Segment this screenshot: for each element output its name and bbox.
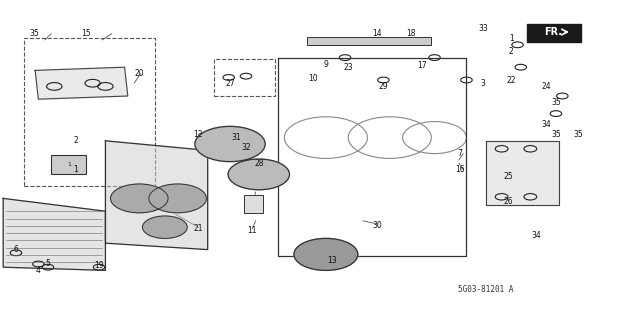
Text: 23: 23	[343, 63, 353, 72]
Bar	[244, 195, 263, 213]
Text: 7: 7	[458, 149, 463, 158]
Text: 35: 35	[551, 130, 561, 139]
Text: 22: 22	[507, 76, 516, 85]
Text: 34: 34	[541, 120, 551, 129]
Text: 21: 21	[194, 224, 203, 233]
Bar	[51, 155, 86, 174]
Circle shape	[228, 159, 289, 190]
Text: 1: 1	[509, 34, 514, 43]
Text: 35: 35	[551, 98, 561, 107]
Text: 10: 10	[308, 74, 318, 83]
Circle shape	[149, 184, 206, 213]
Text: 35: 35	[573, 130, 583, 139]
Text: 20: 20	[134, 69, 144, 78]
Text: 33: 33	[479, 24, 489, 33]
Text: 25: 25	[503, 172, 513, 180]
Text: 9: 9	[323, 60, 328, 68]
Text: 2: 2	[73, 136, 78, 145]
Circle shape	[195, 126, 265, 162]
Text: 1: 1	[67, 162, 71, 167]
Text: 8: 8	[252, 200, 257, 209]
Text: 13: 13	[327, 256, 337, 265]
Text: 15: 15	[81, 29, 91, 38]
Text: 3: 3	[481, 79, 486, 88]
Text: 27: 27	[225, 79, 235, 88]
Text: 24: 24	[541, 82, 551, 91]
Text: 31: 31	[231, 133, 242, 142]
Text: 18: 18	[406, 29, 415, 38]
Text: 19: 19	[94, 261, 104, 270]
Polygon shape	[3, 198, 105, 270]
Polygon shape	[105, 141, 208, 250]
FancyBboxPatch shape	[527, 24, 581, 42]
Circle shape	[111, 184, 168, 213]
Text: 29: 29	[378, 82, 389, 91]
Text: FR.: FR.	[544, 27, 562, 37]
Text: 34: 34	[532, 231, 542, 240]
Text: 14: 14	[372, 29, 382, 38]
Text: 1: 1	[73, 165, 78, 174]
Text: 11: 11	[248, 226, 257, 235]
Text: 35: 35	[29, 29, 39, 38]
Text: 6: 6	[13, 245, 19, 254]
Polygon shape	[35, 67, 128, 99]
Text: 4: 4	[36, 266, 41, 275]
Text: 30: 30	[372, 221, 382, 230]
Polygon shape	[486, 141, 559, 205]
Text: 5: 5	[45, 260, 50, 268]
Bar	[307, 37, 431, 45]
Text: 5G03-81201 A: 5G03-81201 A	[458, 285, 513, 294]
Text: 17: 17	[417, 61, 427, 70]
Circle shape	[294, 238, 358, 270]
Text: 12: 12	[194, 130, 203, 139]
Text: 2: 2	[509, 47, 514, 56]
Text: 16: 16	[455, 165, 465, 174]
Circle shape	[142, 216, 187, 238]
Text: 26: 26	[503, 197, 513, 206]
Text: 32: 32	[241, 143, 251, 152]
Text: 28: 28	[254, 159, 263, 168]
